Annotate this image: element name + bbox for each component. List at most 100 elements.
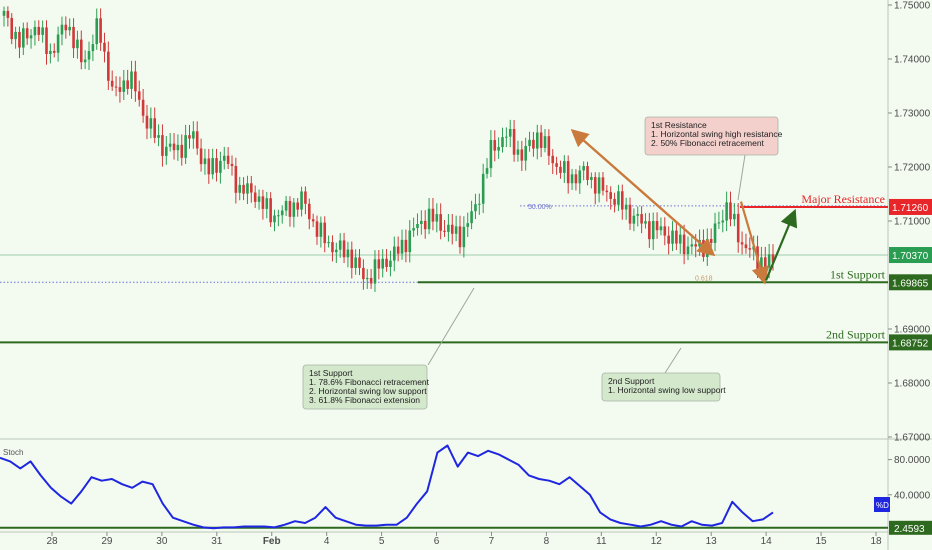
candle-body: [354, 257, 357, 268]
candle-body: [396, 246, 400, 254]
candle-body: [261, 196, 265, 209]
candle-body: [280, 210, 284, 216]
candle-body: [230, 163, 234, 166]
candle-body: [485, 168, 489, 174]
candle-body: [767, 254, 771, 268]
candle-body: [141, 99, 145, 116]
candle-body: [447, 224, 450, 232]
price-tick-label: 1.74000: [894, 55, 931, 66]
candle-body: [763, 257, 767, 268]
candle-body: [118, 87, 122, 92]
candle-body: [273, 215, 276, 223]
candle-body: [404, 239, 408, 253]
price-tick-label: 1.69000: [894, 325, 931, 336]
candle-body: [675, 230, 678, 244]
callout-box: [302, 364, 428, 410]
stoch-tick-label: 40.0000: [894, 490, 931, 501]
candle-body: [10, 17, 14, 40]
time-tick-label: 14: [761, 536, 773, 547]
candle-body: [29, 35, 33, 39]
candle-body: [207, 158, 211, 175]
candle-body: [740, 242, 744, 245]
candle-body: [238, 184, 242, 193]
candle-body: [462, 226, 466, 248]
candle-body: [512, 128, 516, 155]
candle-body: [439, 214, 442, 231]
time-tick-label: 11: [596, 536, 607, 547]
candle-body: [636, 214, 640, 216]
candle-body: [369, 277, 373, 284]
candle-body: [277, 215, 280, 217]
candle-body: [443, 230, 446, 232]
candle-body: [423, 220, 427, 230]
candle-body: [624, 204, 628, 210]
candle-body: [95, 18, 99, 45]
candle-body: [601, 177, 605, 191]
callout-line: 1st Resistance: [651, 120, 707, 130]
candle-body: [14, 31, 17, 40]
candle-body: [137, 91, 141, 100]
candle-body: [18, 31, 21, 48]
candle-body: [234, 165, 238, 193]
candle-body: [648, 221, 651, 240]
level-name: 2nd Support: [826, 327, 886, 341]
candle-body: [431, 208, 435, 222]
stoch-d-label: %D: [876, 501, 889, 510]
callout-box: [644, 116, 779, 156]
candle-body: [702, 239, 705, 257]
candle-body: [586, 166, 589, 181]
candle-body: [203, 158, 207, 165]
candle-body: [478, 203, 481, 205]
candle-body: [721, 220, 725, 223]
bounce-arrow: [764, 208, 798, 281]
callout-line: 2nd Support: [608, 376, 655, 386]
callout-box: [601, 372, 721, 402]
candle-body: [400, 239, 404, 254]
candle-body: [172, 143, 176, 151]
candle-body: [338, 240, 342, 250]
candle-body: [195, 131, 199, 149]
candle-body: [60, 24, 64, 35]
time-tick-label: 18: [870, 536, 882, 547]
candle-body: [242, 184, 245, 194]
level-price-badge: [889, 198, 932, 215]
candle-body: [628, 204, 632, 224]
candle-body: [420, 220, 423, 225]
current-price-label: 1.70370: [892, 251, 929, 262]
candle-body: [79, 39, 83, 63]
candle-body: [292, 202, 296, 217]
candle-body: [497, 147, 500, 151]
level-name: 1st Support: [830, 267, 886, 281]
stoch-title: Stoch: [3, 448, 23, 457]
candle-body: [613, 198, 616, 205]
candle-body: [250, 183, 253, 193]
candle-body: [427, 208, 431, 230]
candle-body: [435, 214, 439, 222]
candle-body: [733, 213, 736, 220]
candle-body: [184, 135, 187, 158]
candle-body: [505, 136, 508, 138]
candle-body: [107, 51, 110, 81]
candle-body: [103, 42, 106, 52]
candle-body: [493, 140, 497, 151]
price-tick-label: 1.72000: [894, 163, 931, 174]
candle-body: [134, 71, 137, 92]
candle-body: [56, 34, 60, 53]
time-tick-label: 5: [379, 536, 385, 547]
candle-body: [145, 115, 149, 129]
candle-body: [222, 155, 226, 161]
candle-body: [466, 223, 470, 227]
candle-body: [161, 135, 164, 156]
level-price-label: 1.68752: [892, 338, 929, 349]
candle-body: [632, 215, 636, 224]
downtrend-arrow-back: [570, 128, 713, 255]
candle-body: [68, 26, 71, 31]
candle-body: [331, 242, 334, 253]
candle-body: [350, 249, 354, 268]
price-tick-label: 1.68000: [894, 379, 931, 390]
candle-body: [64, 24, 68, 31]
level-price-badge: [889, 334, 932, 351]
candle-body: [532, 139, 535, 149]
candle-body: [760, 257, 763, 269]
candle-body: [362, 267, 365, 280]
